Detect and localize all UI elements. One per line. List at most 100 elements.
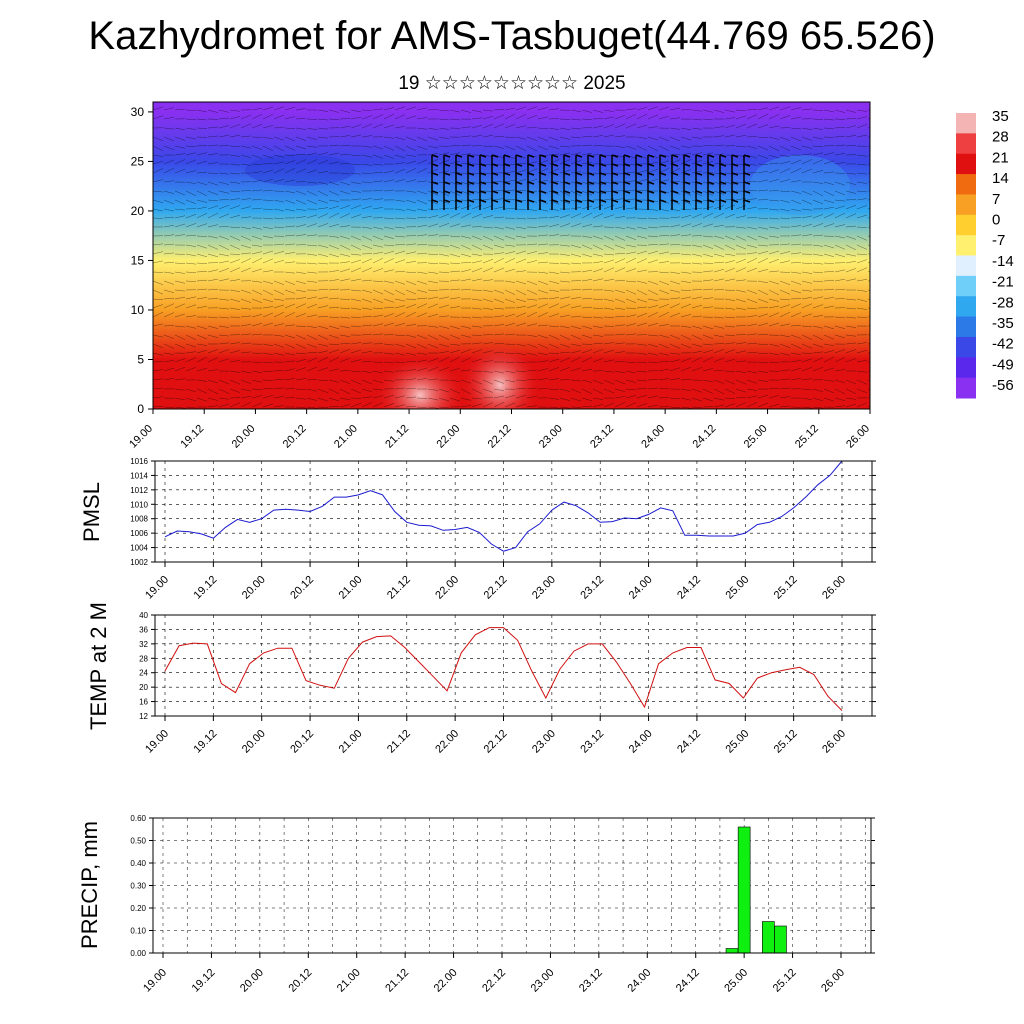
colorbar-swatch: [956, 336, 976, 358]
temp-at-2-m-y-tick-label: 20: [139, 683, 148, 692]
heatmap-x-tick-label: 21.12: [383, 423, 411, 451]
colorbar-swatch: [956, 133, 976, 155]
precip-x-tick-label: 22.00: [432, 967, 460, 995]
precip-y-tick-label: 0.00: [130, 949, 146, 958]
pmsl-y-tick-label: 1006: [130, 529, 148, 538]
colorbar-label: -42: [992, 336, 1014, 353]
temp-at-2-m-x-tick-label: 24.12: [675, 728, 703, 756]
temp-at-2-m-x-tick-label: 23.12: [578, 728, 606, 756]
temp-frame: [154, 614, 873, 717]
precip-x-tick-label: 25.00: [722, 967, 750, 995]
pmsl-y-tick-label: 1004: [130, 544, 148, 553]
precip-bar: [762, 921, 775, 954]
precip-bar: [737, 826, 751, 954]
colorbar-label: -35: [992, 315, 1014, 332]
colorbar-label: -28: [992, 294, 1014, 311]
precip-bar: [774, 925, 787, 954]
precip-x-tick-label: 24.12: [674, 967, 702, 995]
colorbar-swatch: [956, 235, 976, 256]
colorbar-label: 35: [992, 108, 1009, 125]
heatmap-x-tick-label: 24.00: [639, 423, 667, 451]
precip-y-tick-label: 0.50: [130, 837, 146, 846]
colorbar-label: -7: [992, 232, 1005, 249]
precip-x-tick-label: 26.00: [819, 967, 847, 995]
colorbar-swatch: [956, 316, 976, 338]
precip-y-tick-label: 0.40: [130, 859, 146, 868]
pmsl-x-tick-label: 22.00: [433, 574, 461, 602]
precip-x-tick-label: 20.12: [286, 967, 314, 995]
colorbar-label: 7: [992, 191, 1000, 208]
heatmap-y-tick-label: 20: [131, 204, 145, 218]
precip-x-tick-label: 20.00: [238, 967, 266, 995]
pmsl-x-tick-label: 25.00: [723, 574, 751, 602]
colorbar-label: -21: [992, 274, 1014, 291]
warm-cell: [460, 340, 540, 409]
temp-at-2-m-x-tick-label: 21.00: [337, 728, 365, 756]
precip-x-tick-label: 23.12: [577, 967, 605, 995]
heatmap-x-tick-label: 24.12: [691, 423, 719, 451]
heatmap-y-tick-label: 0: [137, 402, 144, 416]
temp-at-2-m-x-tick-label: 19.12: [192, 728, 220, 756]
pmsl-frame: [154, 460, 873, 563]
pmsl-y-tick-label: 1010: [130, 500, 148, 509]
pmsl-x-tick-label: 23.00: [530, 574, 558, 602]
colorbar: 35 28 21 14 7 0 -7 -14 -21 -28 -35 -42 -49 -56: [956, 108, 1014, 399]
precip-x-tick-label: 19.12: [190, 967, 218, 995]
colorbar-label: 21: [992, 149, 1009, 166]
temp-at-2-m-x-tick-label: 20.12: [288, 728, 316, 756]
heatmap-x-tick-label: 21.00: [332, 423, 360, 451]
heatmap-x-tick-label: 23.12: [588, 423, 616, 451]
colorbar-label: 14: [992, 170, 1009, 187]
pmsl-x-tick-label: 19.12: [192, 574, 220, 602]
temp-at-2-m-x-tick-label: 19.00: [143, 728, 171, 756]
heatmap-x-tick-label: 23.00: [537, 423, 565, 451]
pmsl-x-tick-label: 24.12: [675, 574, 703, 602]
colorbar-swatch: [956, 113, 976, 134]
colorbar-swatch: [956, 275, 976, 297]
pmsl-y-tick-label: 1008: [130, 515, 148, 524]
precip-x-tick-label: 21.00: [335, 967, 363, 995]
pmsl-y-tick-label: 1014: [130, 471, 148, 480]
pmsl-y-label: PMSL: [79, 482, 104, 542]
temp-at-2-m-x-tick-label: 25.00: [723, 728, 751, 756]
pmsl-x-tick-label: 24.00: [627, 574, 655, 602]
temp-y-label: TEMP at 2 M: [86, 602, 111, 730]
heatmap-x-tick-label: 25.12: [793, 423, 821, 451]
colorbar-swatch: [956, 255, 976, 277]
colorbar-label: 28: [992, 129, 1009, 146]
temp-series-line: [164, 627, 843, 711]
colorbar-swatch: [956, 377, 976, 399]
temp-at-2-m-x-tick-label: 20.00: [240, 728, 268, 756]
heatmap-y-tick-label: 25: [131, 154, 145, 168]
precip-y-tick-label: 0.10: [130, 927, 146, 936]
precip-x-tick-label: 23.00: [529, 967, 557, 995]
pmsl-x-tick-label: 20.00: [240, 574, 268, 602]
heatmap-x-tick-label: 20.12: [281, 423, 309, 451]
wind-barbs: [153, 106, 870, 409]
precip-x-tick-label: 22.12: [480, 967, 508, 995]
pmsl-panel: 1002 1004 1006 1008 1010 1012 1014 1016 19.00 19.…: [79, 457, 876, 602]
pmsl-x-tick-label: 23.12: [578, 574, 606, 602]
heatmap-y-tick-label: 10: [131, 303, 145, 317]
colorbar-swatch: [956, 174, 976, 195]
cold-cell: [245, 154, 355, 186]
temp-at-2-m-x-tick-label: 22.12: [482, 728, 510, 756]
heatmap-x-tick-label: 26.00: [844, 423, 872, 451]
heatmap-y-tick-label: 5: [137, 352, 144, 366]
pmsl-x-tick-label: 25.12: [772, 574, 800, 602]
precip-bar: [725, 948, 739, 954]
temp-at-2-m-y-tick-label: 24: [139, 669, 148, 678]
colorbar-swatch: [956, 153, 976, 175]
temp-at-2-m-x-tick-label: 22.00: [433, 728, 461, 756]
pmsl-x-tick-label: 22.12: [482, 574, 510, 602]
heatmap-y-tick-label: 30: [131, 105, 145, 119]
temp-at-2-m-y-tick-label: 12: [139, 712, 148, 721]
temp-at-2-m-y-tick-label: 28: [139, 654, 148, 663]
colorbar-label: -56: [992, 377, 1014, 394]
pmsl-y-tick-label: 1002: [130, 558, 148, 567]
heatmap-x-tick-label: 19.12: [178, 423, 206, 451]
heatmap-x-tick-label: 20.00: [230, 423, 258, 451]
pmsl-x-tick-label: 21.00: [337, 574, 365, 602]
precip-x-tick-label: 21.12: [383, 967, 411, 995]
